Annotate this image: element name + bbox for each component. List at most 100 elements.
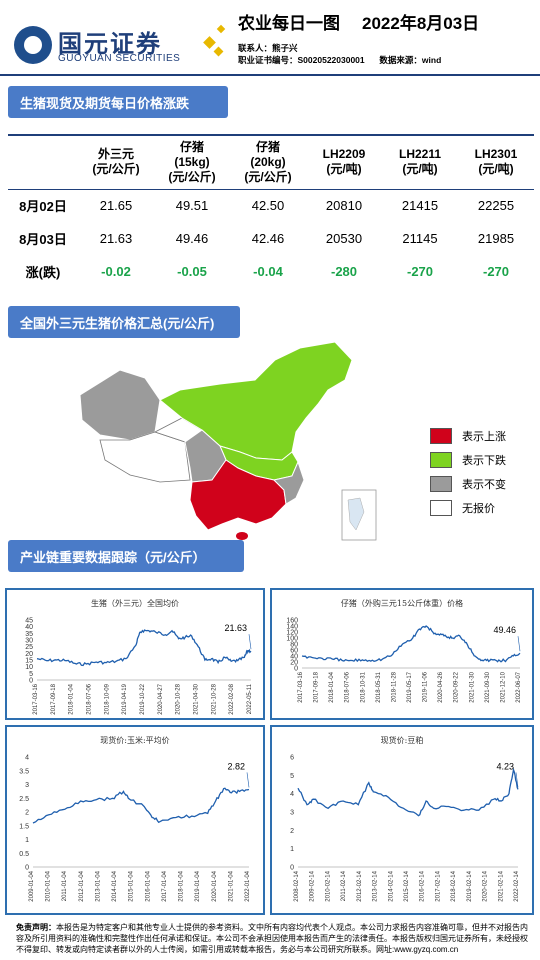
- decor-diamond-icon: [203, 36, 216, 49]
- y-tick-label: 100: [286, 636, 298, 643]
- y-tick-label: 1: [25, 837, 29, 844]
- y-tick-label: 40: [290, 654, 298, 661]
- company-name-cn: 国元证券: [58, 31, 162, 58]
- x-tick-label: 2021-02-14: [498, 870, 504, 901]
- x-tick-label: 2014-01-04: [112, 870, 118, 901]
- x-tick-label: 2010-01-04: [46, 870, 52, 901]
- y-tick-label: 1: [290, 846, 294, 853]
- x-tick-label: 2011-01-04: [62, 870, 68, 901]
- y-tick-label: 5: [290, 773, 294, 780]
- legend-label: 表示下跌: [462, 455, 506, 467]
- x-tick-label: 2022-02-14: [514, 870, 520, 901]
- table-cell: -0.02: [101, 264, 131, 279]
- legend-swatch: [430, 428, 452, 444]
- x-tick-label: 2012-01-04: [79, 870, 85, 901]
- map-region-xinjiang: [79, 369, 161, 441]
- report-date: 2022年8月03日: [362, 14, 480, 33]
- table-cell: 21.63: [99, 231, 133, 246]
- legend-swatch: [430, 476, 452, 492]
- cert-number: S0020522030001: [297, 55, 365, 65]
- disclaimer-text: 本报告是为特定客户和其他专业人士提供的参考资料。文中所有内容均代表个人观点。本公…: [16, 923, 528, 954]
- x-tick-label: 2018-07-06: [345, 671, 351, 702]
- annotation-pointer: [246, 772, 250, 788]
- section-title-map: 全国外三元生猪价格汇总(元/公斤): [8, 306, 240, 338]
- y-tick-label: 4: [25, 755, 29, 762]
- table-cell: -0.04: [253, 264, 283, 279]
- y-tick-label: 0.5: [19, 851, 29, 858]
- series-line: [297, 767, 519, 817]
- x-tick-label: 2017-03-16: [33, 683, 39, 714]
- x-tick-label: 2018-10-09: [104, 683, 110, 714]
- x-tick-label: 2008-02-14: [294, 870, 300, 901]
- legend-label: 表示上涨: [462, 431, 506, 443]
- x-tick-label: 2019-11-06: [423, 671, 429, 702]
- x-tick-label: 2018-05-31: [376, 671, 382, 702]
- table-cell: 20530: [325, 231, 363, 246]
- x-tick-label: 2020-09-22: [454, 671, 460, 702]
- y-tick-label: 0: [25, 865, 29, 872]
- y-tick-label: 30: [25, 638, 33, 645]
- y-tick-label: 1.5: [19, 823, 29, 830]
- chart-title: 仔猪（外购三元15公斤体重）价格: [341, 598, 463, 608]
- x-tick-label: 2020-04-27: [158, 683, 164, 714]
- y-tick-label: 160: [286, 618, 298, 625]
- y-tick-label: 0: [29, 678, 33, 685]
- table-header: LH2209 (元/吨): [306, 134, 382, 190]
- latest-value-label: 49.46: [493, 625, 516, 635]
- latest-value-label: 2.82: [227, 761, 245, 771]
- x-tick-label: 2021-09-30: [485, 671, 491, 702]
- table-cell: -280: [330, 264, 358, 279]
- x-tick-label: 2017-03-16: [298, 671, 304, 702]
- table-cell: 42.46: [251, 231, 285, 246]
- x-tick-label: 2014-02-14: [388, 870, 394, 901]
- y-tick-label: 3: [290, 810, 294, 817]
- chart-panel-hog-price: 生猪（外三元）全国均价 0 5 10 15 20 25 30 35 40 45 2017-03-16 2…: [5, 588, 265, 720]
- x-tick-label: 2022-01-04: [245, 870, 251, 901]
- table-cell: 22255: [477, 198, 515, 214]
- x-tick-label: 2017-09-18: [314, 671, 320, 702]
- y-tick-label: 5: [29, 671, 33, 678]
- x-tick-label: 2018-11-28: [391, 671, 397, 702]
- series-line: [32, 787, 250, 824]
- y-tick-label: 0: [290, 865, 294, 872]
- decor-diamond-icon: [213, 46, 224, 57]
- logo-emblem-icon: [14, 26, 52, 64]
- table-header: 仔猪 (20kg) (元/公斤): [230, 134, 306, 190]
- cert-line: 职业证书编号：S0020522030001 数据来源：wind: [238, 55, 442, 65]
- x-tick-label: 2022-05-11: [247, 683, 253, 714]
- y-tick-label: 20: [290, 660, 298, 667]
- annotation-pointer: [517, 636, 521, 652]
- table-row: 8月03日 21.63 49.46 42.46 20530 21145 21985: [8, 222, 534, 255]
- x-tick-label: 2015-01-04: [129, 870, 135, 901]
- map-legend-item: 表示上涨: [430, 428, 506, 444]
- table-cell: 49.46: [175, 231, 209, 246]
- table-cell: 21985: [477, 231, 515, 246]
- x-tick-label: 2021-10-28: [211, 683, 217, 714]
- y-tick-label: 3: [25, 782, 29, 789]
- x-tick-label: 2018-01-04: [329, 671, 335, 702]
- x-tick-label: 2020-04-26: [438, 671, 444, 702]
- y-tick-label: 120: [286, 630, 298, 637]
- x-tick-label: 2018-01-04: [69, 683, 75, 714]
- x-tick-label: 2019-05-17: [407, 671, 413, 702]
- chart-title: 现货价:玉米:平均价: [100, 735, 169, 745]
- x-tick-label: 2019-02-14: [467, 870, 473, 901]
- x-tick-label: 2021-04-30: [194, 683, 200, 714]
- disclaimer-label: 免责声明：: [16, 923, 56, 932]
- row-label: 8月02日: [19, 199, 67, 215]
- y-tick-label: 60: [290, 648, 298, 655]
- legend-swatch: [430, 500, 452, 516]
- table-cell: 21415: [401, 198, 439, 214]
- x-tick-label: 2009-01-04: [29, 870, 35, 901]
- x-tick-label: 2020-01-04: [212, 870, 218, 901]
- legend-label: 无报价: [462, 503, 495, 515]
- map-region-hainan: [236, 532, 248, 540]
- soymeal-price-chart: 现货价:豆粕 0 1 2 3 4 5 6 2008-02-14 2009-02-14 2010-02…: [290, 735, 520, 902]
- table-header: 外三元 (元/公斤): [78, 134, 154, 190]
- table-row: 8月02日 21.65 49.51 42.50 20810 21415 22255: [8, 189, 534, 222]
- y-tick-label: 2.5: [19, 796, 29, 803]
- chart-title: 生猪（外三元）全国均价: [91, 598, 179, 608]
- company-name-en: GUOYUAN SECURITIES: [58, 53, 181, 64]
